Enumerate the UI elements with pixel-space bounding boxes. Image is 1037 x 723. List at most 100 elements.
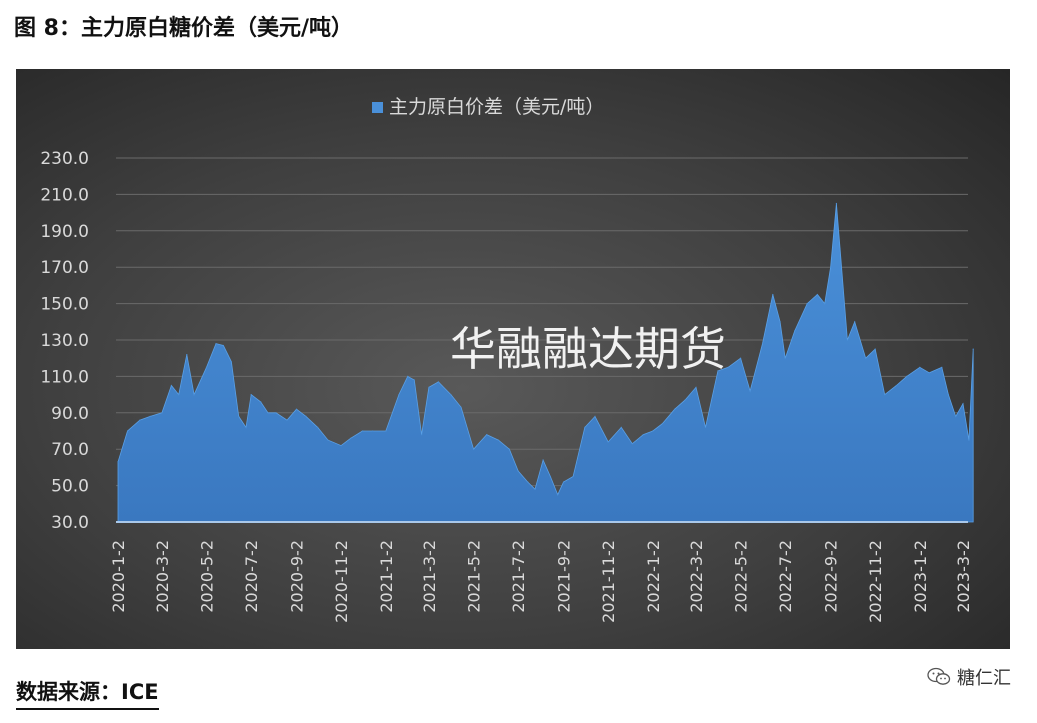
data-point: [562, 481, 565, 483]
data-point: [695, 386, 697, 388]
data-point: [286, 419, 288, 421]
y-tick-label: 90.0: [51, 404, 89, 424]
data-point: [295, 408, 298, 410]
data-point: [317, 426, 319, 428]
data-point: [620, 426, 622, 428]
x-tick-label: 2021-9-2: [555, 540, 574, 613]
data-point: [407, 375, 409, 377]
data-point: [117, 461, 119, 463]
data-point: [779, 321, 781, 323]
data-point: [549, 475, 552, 478]
x-tick-label: 2022-11-2: [866, 540, 885, 623]
data-point: [473, 448, 475, 450]
data-point: [126, 430, 129, 432]
data-point: [874, 348, 876, 350]
data-point: [542, 459, 544, 461]
data-point: [161, 412, 163, 414]
series-layer: [117, 202, 974, 523]
brand-name: 糖仁汇: [957, 668, 1011, 689]
y-tick-label: 130.0: [40, 331, 89, 351]
data-point: [941, 366, 943, 368]
data-point: [865, 357, 867, 359]
data-point: [919, 366, 921, 368]
data-point: [497, 439, 499, 441]
data-point: [340, 445, 342, 447]
x-axis: 2020-1-2 2020-3-2 2020-5-2 2020-7-2 2020-9-2…: [109, 540, 973, 623]
chart-container: 230.0 210.0 190.0 170.0 150.0 130.0 110.0 90.0 7…: [16, 69, 1010, 649]
x-tick-label: 2020-11-2: [332, 540, 351, 623]
data-point: [749, 390, 751, 392]
data-point: [170, 384, 172, 387]
data-point: [727, 366, 729, 368]
x-tick-label: 2020-3-2: [153, 540, 172, 613]
data-point: [962, 403, 964, 405]
data-point: [607, 441, 609, 443]
data-point: [238, 415, 240, 417]
y-tick-label: 170.0: [40, 258, 89, 278]
data-point: [361, 430, 363, 432]
data-point: [816, 293, 819, 296]
series-area: [117, 203, 974, 523]
watermark: 华融融达期货: [450, 322, 726, 376]
data-point: [222, 344, 224, 347]
data-point: [178, 394, 180, 396]
x-tick-label: 2022-3-2: [687, 540, 706, 613]
y-tick-label: 150.0: [40, 295, 89, 315]
x-tick-label: 2021-5-2: [465, 540, 484, 613]
y-axis: 230.0 210.0 190.0 170.0 150.0 130.0 110.0 90.0 7…: [40, 149, 89, 533]
legend-swatch: [372, 102, 383, 113]
data-point: [947, 394, 950, 396]
x-tick-label: 2021-3-2: [420, 540, 439, 613]
brand-mark: 糖仁汇: [927, 664, 1011, 690]
data-point: [594, 415, 596, 417]
data-point: [186, 354, 188, 356]
x-tick-label: 2023-3-2: [954, 540, 973, 613]
figure-title: 图 8：主力原白糖价差（美元/吨）: [14, 16, 354, 41]
data-point: [305, 415, 307, 417]
data-point: [267, 412, 269, 414]
data-point: [784, 357, 786, 359]
data-point: [806, 303, 808, 305]
x-tick-label: 2022-5-2: [732, 540, 751, 613]
y-tick-label: 230.0: [40, 149, 89, 169]
data-point: [972, 348, 974, 350]
data-point: [661, 423, 663, 425]
source-label: 数据来源：ICE: [16, 676, 159, 710]
data-point: [205, 366, 208, 368]
y-tick-label: 110.0: [40, 367, 89, 387]
x-tick-label: 2020-1-2: [109, 540, 128, 613]
x-tick-label: 2020-5-2: [198, 540, 217, 613]
data-point: [230, 361, 232, 363]
x-tick-label: 2023-1-2: [911, 540, 930, 613]
data-point: [928, 372, 930, 374]
data-point: [772, 293, 774, 296]
data-point: [437, 381, 439, 383]
data-point: [149, 415, 151, 417]
data-point: [642, 434, 644, 436]
data-point: [413, 379, 415, 381]
data-point: [968, 439, 970, 441]
data-point: [139, 419, 141, 421]
data-point: [534, 488, 536, 490]
data-point: [584, 426, 586, 428]
x-tick-label: 2022-7-2: [776, 540, 795, 613]
x-tick-label: 2020-7-2: [242, 540, 261, 613]
chart-svg: 230.0 210.0 190.0 170.0 150.0 130.0 110.0 90.0 7…: [40, 96, 974, 623]
y-tick-label: 70.0: [51, 440, 89, 460]
legend-label: 主力原白价差（美元/吨）: [389, 96, 604, 118]
y-tick-label: 190.0: [40, 222, 89, 242]
data-point: [260, 401, 262, 403]
data-point: [674, 408, 676, 410]
data-point: [527, 481, 529, 483]
data-point: [955, 415, 957, 417]
data-point: [854, 321, 856, 323]
data-point: [275, 412, 277, 414]
data-point: [428, 386, 430, 388]
data-point: [215, 343, 217, 345]
data-point: [327, 439, 329, 441]
data-point: [450, 394, 452, 396]
data-point: [740, 357, 742, 359]
data-point: [839, 248, 841, 250]
x-tick-label: 2021-11-2: [599, 540, 618, 623]
data-point: [684, 399, 686, 401]
